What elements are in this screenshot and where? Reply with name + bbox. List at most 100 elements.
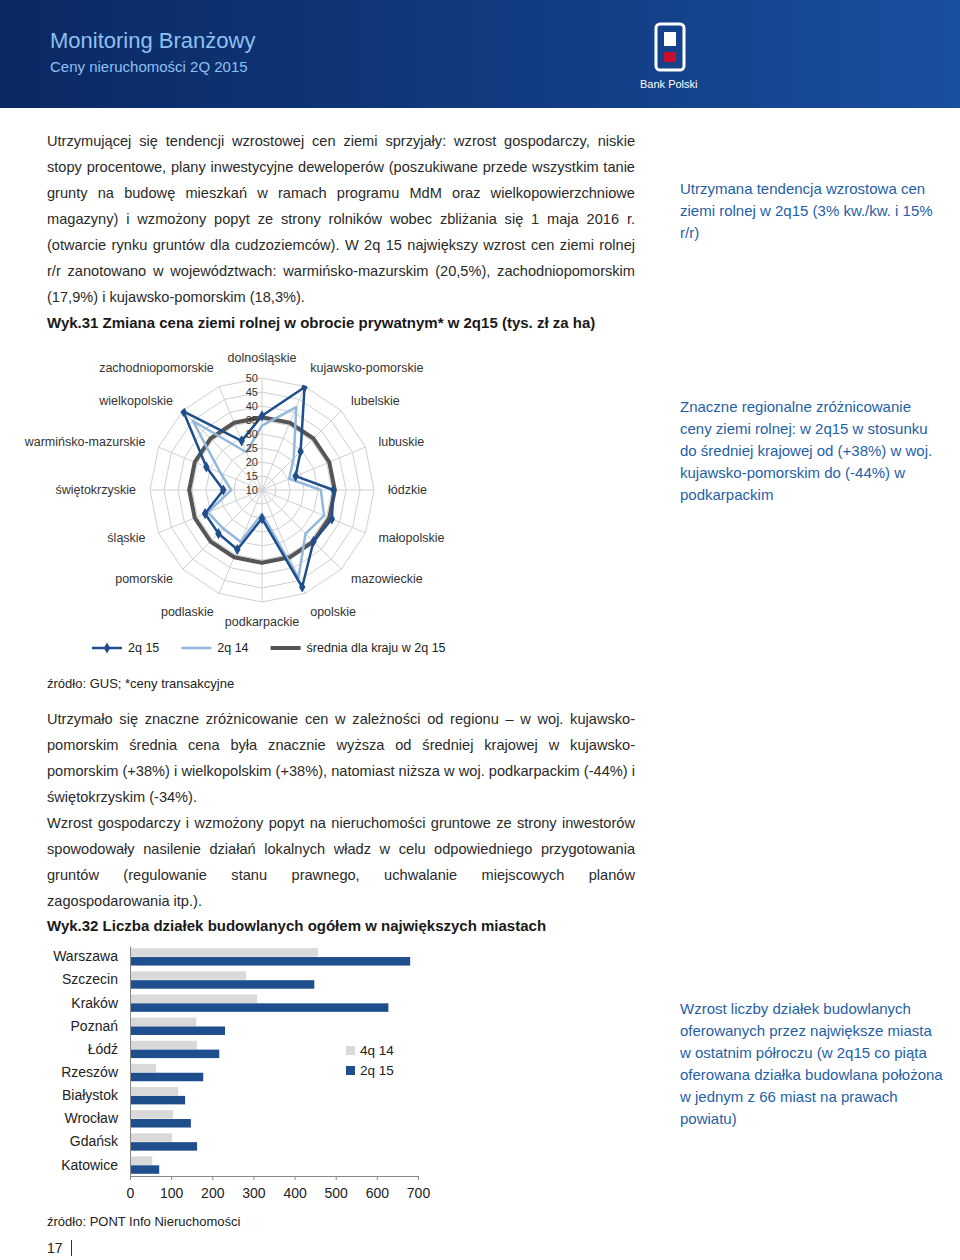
marker (297, 446, 303, 457)
tick-label: 35 (246, 414, 258, 426)
tick-label: 10 (246, 484, 258, 496)
spoke (262, 490, 341, 569)
marker (330, 484, 336, 495)
category-label: świętokrzyskie (55, 483, 136, 497)
chart-source: źródło: GUS; *ceny transakcyjne (47, 676, 234, 691)
tick-mark (212, 1176, 213, 1180)
marker (215, 528, 221, 539)
bar (130, 1087, 178, 1095)
bar (130, 971, 246, 979)
category-label: lubuskie (378, 435, 424, 449)
spoke (219, 387, 262, 490)
tick-label: 20 (246, 456, 258, 468)
category-label: Gdańsk (70, 1133, 119, 1149)
category-label: wielkopolskie (98, 394, 173, 408)
marker (292, 470, 298, 481)
legend-marker (104, 642, 110, 653)
series-line (189, 417, 335, 563)
spoke (159, 447, 262, 490)
series-line (193, 407, 324, 578)
legend-swatch (92, 647, 122, 650)
bar (130, 1003, 388, 1011)
grid-ring (164, 392, 360, 588)
category-label: dolnośląskie (228, 351, 297, 365)
bar (130, 957, 410, 965)
chart-canvas: 101520253035404550dolnośląskiekujawsko-p… (0, 0, 960, 1260)
category-label: Szczecin (62, 971, 118, 987)
category-label: opolskie (310, 605, 356, 619)
grid-ring (220, 448, 304, 532)
legend: 2q 15 2q 14 średnia dla kraju w 2q 15 (92, 641, 446, 655)
spoke (262, 490, 365, 533)
tick-label: 100 (160, 1185, 184, 1201)
category-label: Warszawa (53, 948, 118, 964)
tick-mark (295, 1176, 296, 1180)
bar (130, 1064, 156, 1072)
bar (130, 1073, 203, 1081)
sidenote: Wzrost liczby działek budowlanych oferow… (680, 998, 945, 1130)
tick: Warszawa (53, 948, 130, 964)
category-label: małopolskie (378, 531, 444, 545)
category-label: Wrocław (65, 1110, 119, 1126)
bar (130, 1096, 185, 1104)
tick-label: 600 (366, 1185, 390, 1201)
legend-swatch (346, 1046, 355, 1055)
tick: 200 (201, 1176, 225, 1201)
legend-swatch (346, 1066, 355, 1075)
tick-label: 25 (246, 442, 258, 454)
tick: 300 (242, 1176, 266, 1201)
tick: Rzeszów (61, 1064, 130, 1080)
grid-ring (192, 420, 332, 560)
category-label: łódzkie (388, 483, 427, 497)
grid-ring (206, 434, 318, 546)
x-axis: 0100200300400500600700 (127, 1176, 431, 1201)
tick: Białystok (62, 1087, 130, 1103)
bar (130, 994, 257, 1002)
y-axis: WarszawaSzczecinKrakówPoznańŁódźRzeszówB… (53, 947, 130, 1177)
header: Monitoring BranżowyCeny nieruchomości 2Q… (0, 0, 960, 108)
radar-chart: 101520253035404550dolnośląskiekujawsko-p… (24, 351, 446, 655)
legend-label: 2q 15 (128, 641, 159, 655)
category-label: Katowice (61, 1157, 118, 1173)
tick-label: 30 (246, 428, 258, 440)
category-label: pomorskie (115, 572, 173, 586)
tick-label: 15 (246, 470, 258, 482)
spoke (150, 490, 262, 491)
sidenote: Znaczne regionalne zróżnicowanie ceny zi… (680, 396, 945, 506)
category-label: Poznań (71, 1018, 118, 1034)
tick: Szczecin (62, 971, 130, 987)
axis-line (131, 1176, 419, 1177)
category-label: podlaskie (161, 605, 214, 619)
tick-mark (253, 1176, 254, 1180)
logo-shape (664, 52, 676, 62)
logo-shape (656, 24, 684, 70)
legend-label: 2q 14 (217, 641, 248, 655)
marker (310, 536, 316, 547)
tick: 400 (283, 1176, 307, 1201)
legend-label: 4q 14 (360, 1043, 394, 1058)
grid-ring (178, 406, 346, 574)
bar (130, 948, 318, 956)
tick: Katowice (61, 1157, 130, 1173)
marker (220, 484, 226, 495)
radar-data (180, 382, 336, 593)
category-label: Kraków (71, 995, 119, 1011)
bar (130, 1110, 173, 1118)
legend-label: 2q 15 (360, 1063, 394, 1078)
spoke (262, 490, 305, 593)
logo-shape (664, 32, 676, 46)
page: Monitoring BranżowyCeny nieruchomości 2Q… (0, 0, 960, 1260)
axis-line (130, 947, 131, 1177)
paragraph: Utrzymało się znaczne zróżnicowanie cen … (47, 706, 635, 810)
paragraph: Wzrost gospodarczy i wzmożony popyt na n… (47, 810, 635, 914)
tick-label: 50 (246, 372, 258, 384)
legend-label: średnia dla kraju w 2q 15 (307, 641, 446, 655)
spoke (183, 411, 262, 490)
tick-label: 700 (407, 1185, 431, 1201)
category-label: podkarpackie (225, 615, 299, 629)
tick: Wrocław (65, 1110, 130, 1126)
logo-text: Bank Polski (640, 78, 697, 90)
tick-mark (377, 1176, 378, 1180)
tick: 700 (407, 1176, 431, 1201)
spoke (219, 490, 262, 593)
